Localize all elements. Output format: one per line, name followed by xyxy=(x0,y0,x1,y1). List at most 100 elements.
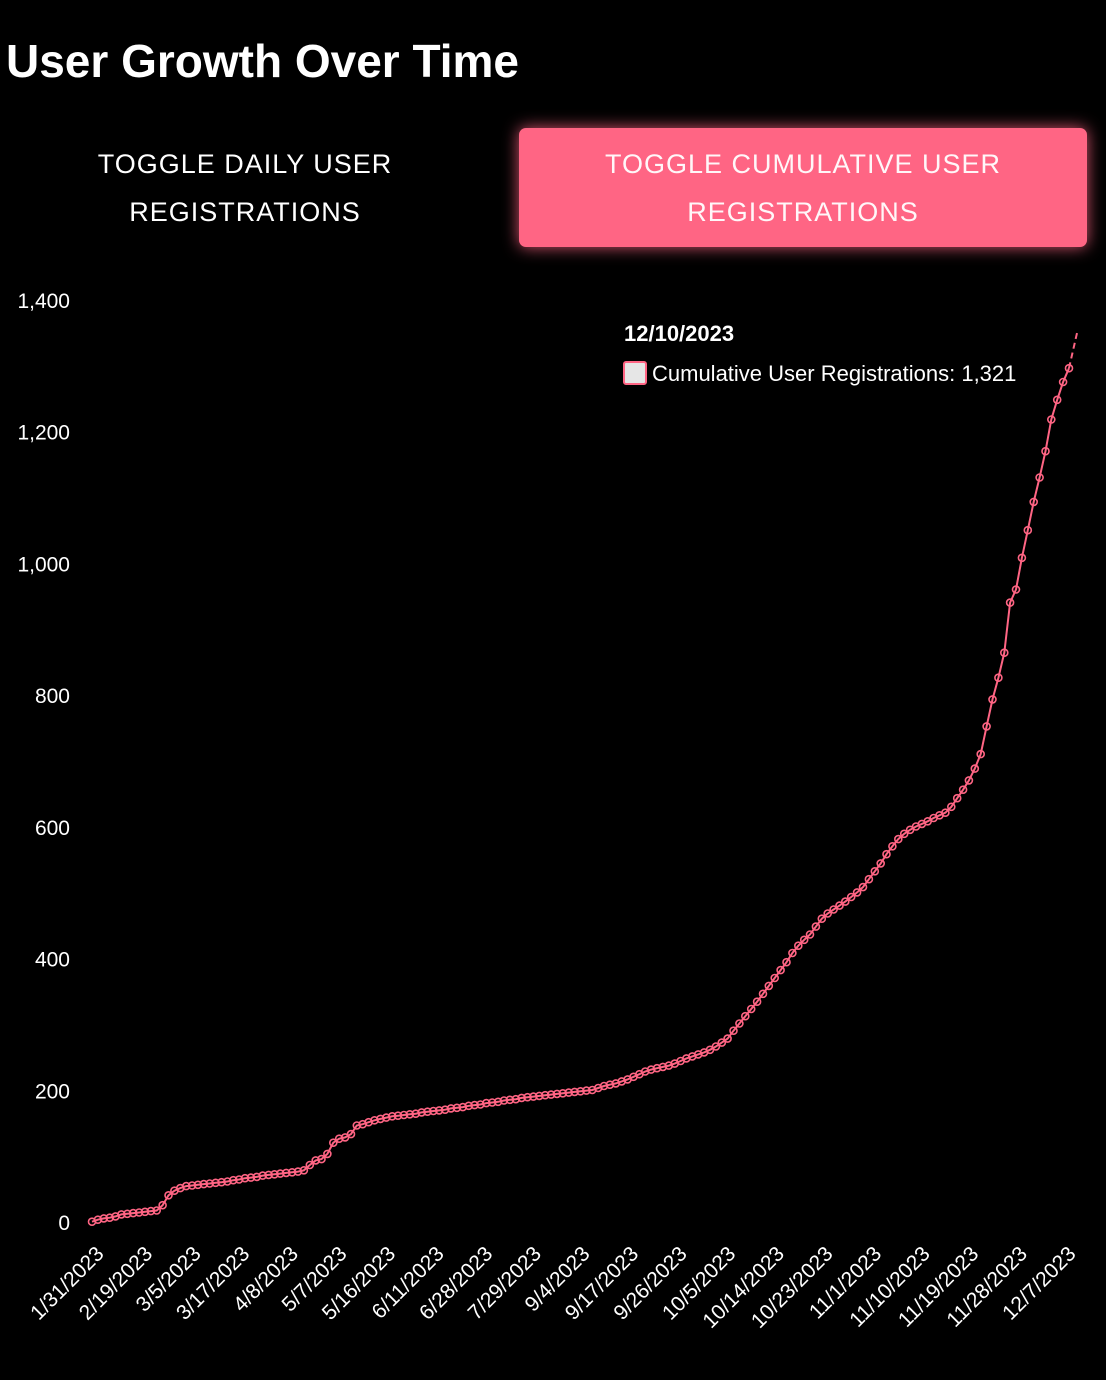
data-point[interactable] xyxy=(982,722,991,731)
data-point[interactable] xyxy=(964,776,974,785)
data-point[interactable] xyxy=(546,1090,556,1099)
data-point[interactable] xyxy=(405,1109,415,1119)
data-point[interactable] xyxy=(376,1114,385,1124)
data-point[interactable] xyxy=(328,1138,338,1148)
data-point[interactable] xyxy=(840,897,850,906)
data-point[interactable] xyxy=(952,793,962,803)
data-point[interactable] xyxy=(293,1167,303,1176)
data-point[interactable] xyxy=(1035,473,1044,482)
data-point[interactable] xyxy=(564,1088,574,1097)
data-point[interactable] xyxy=(275,1169,285,1178)
data-point[interactable] xyxy=(446,1104,456,1113)
data-point[interactable] xyxy=(452,1103,462,1113)
data-point[interactable] xyxy=(193,1180,203,1190)
data-point[interactable] xyxy=(1011,585,1021,594)
data-point[interactable] xyxy=(899,829,909,839)
data-point[interactable] xyxy=(511,1094,521,1104)
data-point[interactable] xyxy=(946,802,956,812)
data-point[interactable] xyxy=(717,1038,727,1047)
data-point[interactable] xyxy=(735,1019,744,1028)
data-point[interactable] xyxy=(346,1129,356,1139)
data-point[interactable] xyxy=(423,1107,432,1117)
data-point[interactable] xyxy=(1029,497,1038,507)
data-point[interactable] xyxy=(864,874,874,884)
data-point[interactable] xyxy=(852,888,862,897)
data-point[interactable] xyxy=(582,1086,591,1095)
data-point[interactable] xyxy=(246,1173,256,1182)
data-point[interactable] xyxy=(711,1042,721,1051)
data-point[interactable] xyxy=(270,1169,279,1179)
data-point[interactable] xyxy=(876,859,886,868)
data-point[interactable] xyxy=(311,1156,321,1165)
data-point[interactable] xyxy=(117,1210,126,1219)
toggle-cumulative-registrations-button[interactable]: TOGGLE CUMULATIVE USER REGISTRATIONS xyxy=(519,128,1087,247)
data-point[interactable] xyxy=(370,1115,379,1125)
data-point[interactable] xyxy=(652,1063,662,1073)
data-point[interactable] xyxy=(764,981,774,991)
data-point[interactable] xyxy=(740,1011,750,1021)
data-point[interactable] xyxy=(211,1178,220,1188)
data-point[interactable] xyxy=(870,866,880,876)
data-point[interactable] xyxy=(429,1106,438,1116)
data-point[interactable] xyxy=(217,1177,226,1187)
data-point[interactable] xyxy=(352,1121,362,1130)
data-point[interactable] xyxy=(1064,363,1074,373)
data-point[interactable] xyxy=(505,1095,515,1105)
data-point[interactable] xyxy=(287,1167,297,1177)
data-point[interactable] xyxy=(240,1173,250,1183)
data-point[interactable] xyxy=(1041,446,1050,456)
data-point[interactable] xyxy=(146,1206,156,1216)
data-point[interactable] xyxy=(994,673,1003,683)
data-point[interactable] xyxy=(793,941,803,951)
data-point[interactable] xyxy=(1023,525,1033,535)
data-point[interactable] xyxy=(229,1175,238,1185)
data-point[interactable] xyxy=(134,1208,144,1217)
data-point[interactable] xyxy=(888,841,897,851)
data-point[interactable] xyxy=(605,1080,615,1090)
data-point[interactable] xyxy=(187,1181,197,1190)
data-point[interactable] xyxy=(770,973,780,983)
data-point[interactable] xyxy=(970,764,980,773)
data-point[interactable] xyxy=(1005,598,1015,607)
data-point[interactable] xyxy=(752,997,762,1007)
data-point[interactable] xyxy=(817,914,827,924)
data-point[interactable] xyxy=(893,834,903,844)
data-point[interactable] xyxy=(558,1088,568,1098)
data-point[interactable] xyxy=(164,1190,173,1200)
toggle-daily-registrations-button[interactable]: TOGGLE DAILY USER REGISTRATIONS xyxy=(0,128,490,247)
data-point[interactable] xyxy=(958,785,968,795)
data-point[interactable] xyxy=(205,1179,214,1188)
data-point[interactable] xyxy=(470,1100,479,1110)
data-point[interactable] xyxy=(988,695,997,704)
data-point[interactable] xyxy=(252,1172,262,1182)
data-point[interactable] xyxy=(481,1098,491,1108)
data-point[interactable] xyxy=(140,1207,150,1217)
data-point[interactable] xyxy=(1047,415,1056,424)
data-point[interactable] xyxy=(882,849,891,859)
data-point[interactable] xyxy=(317,1154,326,1164)
data-point[interactable] xyxy=(599,1081,609,1091)
data-point[interactable] xyxy=(123,1209,132,1219)
data-point[interactable] xyxy=(258,1171,268,1180)
data-point[interactable] xyxy=(223,1177,232,1186)
data-point[interactable] xyxy=(782,957,791,967)
data-point[interactable] xyxy=(281,1168,291,1178)
data-point[interactable] xyxy=(976,749,986,759)
data-point[interactable] xyxy=(941,808,950,818)
data-point[interactable] xyxy=(999,648,1009,658)
data-point[interactable] xyxy=(393,1111,403,1121)
data-point[interactable] xyxy=(646,1065,656,1074)
data-point[interactable] xyxy=(805,930,815,939)
data-point[interactable] xyxy=(499,1096,509,1105)
data-point[interactable] xyxy=(93,1215,103,1225)
data-point[interactable] xyxy=(152,1206,161,1215)
data-point[interactable] xyxy=(858,882,868,892)
data-point[interactable] xyxy=(758,989,768,999)
data-point[interactable] xyxy=(234,1175,244,1184)
data-point[interactable] xyxy=(128,1208,138,1218)
data-point[interactable] xyxy=(776,965,785,975)
data-point[interactable] xyxy=(846,892,856,902)
data-point[interactable] xyxy=(729,1026,738,1036)
data-point[interactable] xyxy=(411,1109,421,1119)
data-point[interactable] xyxy=(199,1179,209,1189)
